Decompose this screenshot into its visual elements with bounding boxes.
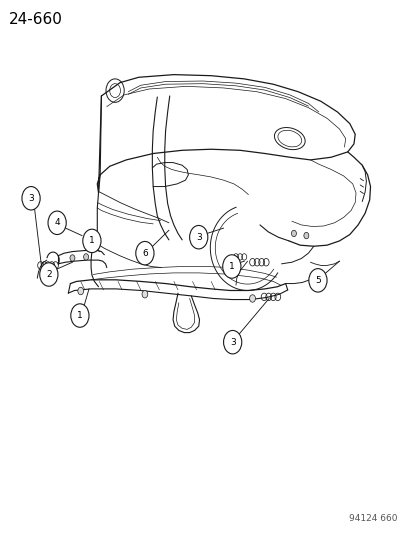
Circle shape [291,230,296,237]
Text: 2: 2 [46,270,52,279]
Circle shape [308,269,326,292]
Circle shape [78,287,83,295]
Text: 6: 6 [142,249,147,257]
Circle shape [189,225,207,249]
Circle shape [222,255,240,278]
Text: 1: 1 [77,311,83,320]
Circle shape [71,304,89,327]
Text: 5: 5 [314,276,320,285]
Text: 4: 4 [54,219,60,227]
Text: 3: 3 [229,338,235,346]
Circle shape [83,229,101,253]
Text: 24-660: 24-660 [9,12,63,27]
Text: 3: 3 [28,194,34,203]
Circle shape [83,254,88,260]
Circle shape [303,232,308,239]
Circle shape [142,290,147,298]
Text: 3: 3 [195,233,201,241]
Text: 1: 1 [228,262,234,271]
Circle shape [249,295,255,302]
Circle shape [48,211,66,235]
Text: 94124 660: 94124 660 [348,514,396,523]
Circle shape [40,263,58,286]
Circle shape [22,187,40,210]
Circle shape [135,241,154,265]
Text: 1: 1 [89,237,95,245]
Circle shape [70,255,75,261]
Circle shape [223,330,241,354]
